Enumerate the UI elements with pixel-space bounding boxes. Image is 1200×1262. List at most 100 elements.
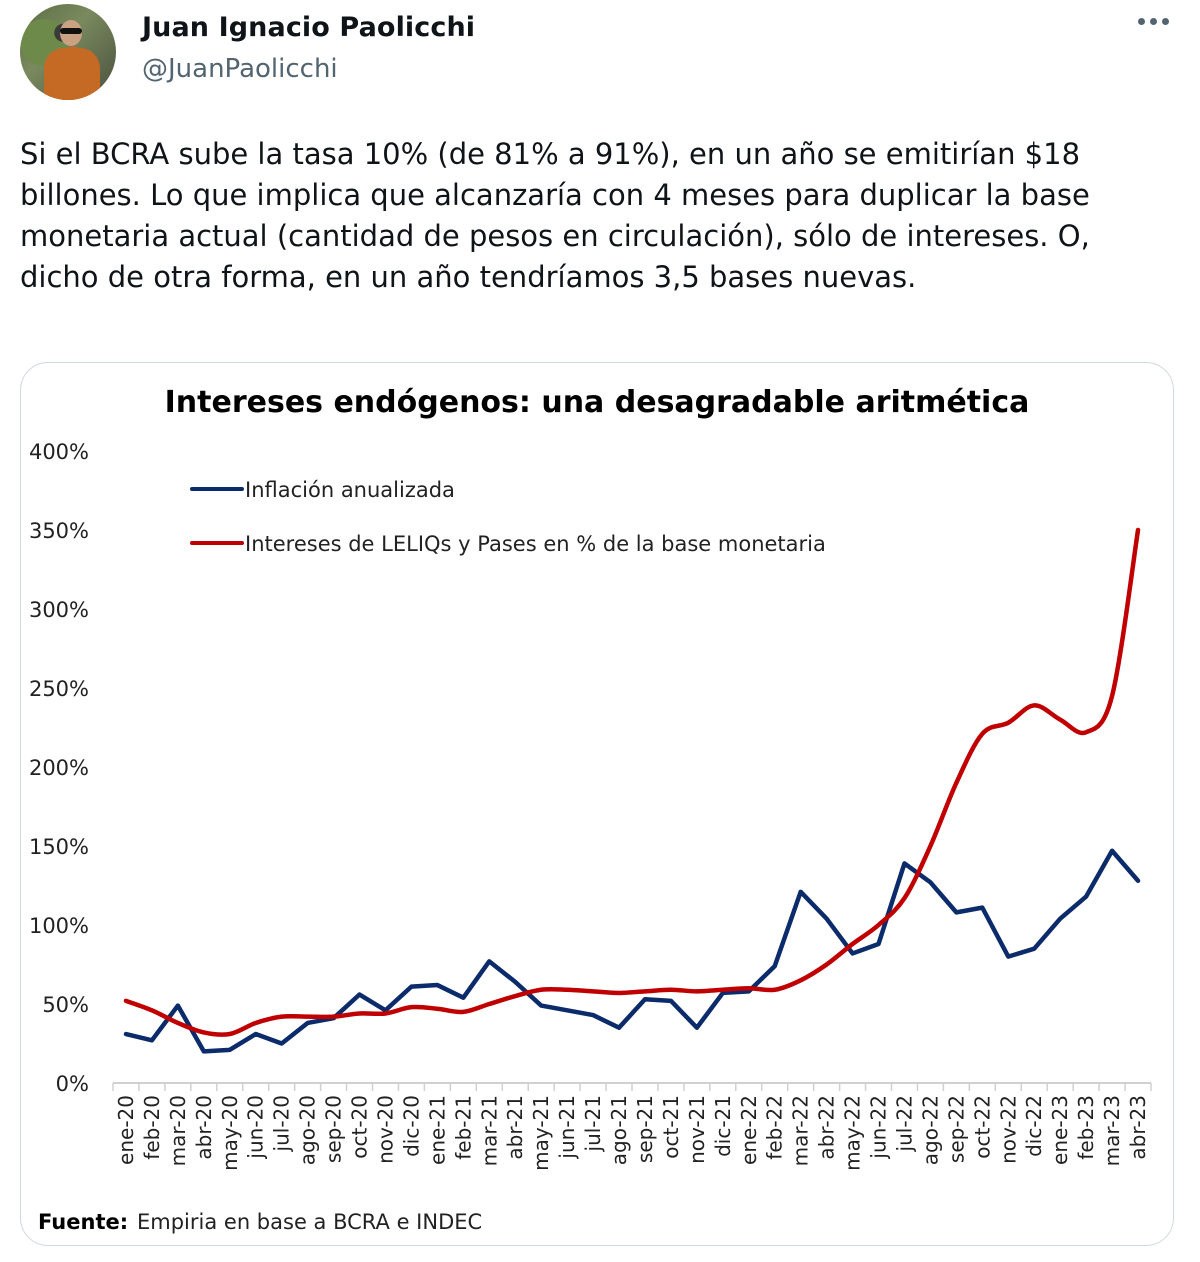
y-tick-label: 100% bbox=[29, 914, 89, 938]
y-tick-label: 200% bbox=[29, 756, 89, 780]
x-tick-label: mar-23 bbox=[1100, 1095, 1124, 1166]
chart-card[interactable] bbox=[20, 362, 1174, 1246]
x-tick-label: sep-22 bbox=[944, 1095, 968, 1163]
x-tick-label: ene-23 bbox=[1048, 1095, 1072, 1165]
point-inflation-jul-20 bbox=[280, 1042, 284, 1046]
point-interest-nov-21 bbox=[695, 989, 699, 993]
source-text: Empiria en base a BCRA e INDEC bbox=[137, 1210, 482, 1234]
point-interest-feb-23 bbox=[1084, 730, 1088, 734]
point-inflation-oct-22 bbox=[980, 906, 984, 910]
x-tick-label: feb-23 bbox=[1074, 1095, 1098, 1160]
y-tick-label: 150% bbox=[29, 835, 89, 859]
x-tick-label: jun-20 bbox=[244, 1095, 268, 1160]
x-tick-label: sep-20 bbox=[322, 1095, 346, 1163]
x-tick-label: feb-21 bbox=[451, 1095, 475, 1160]
x-tick-label: feb-22 bbox=[763, 1095, 787, 1160]
series-group bbox=[123, 527, 1141, 1054]
point-interest-feb-21 bbox=[461, 1010, 465, 1014]
point-inflation-sep-22 bbox=[954, 910, 958, 914]
point-inflation-dic-22 bbox=[1032, 947, 1036, 951]
point-interest-oct-21 bbox=[669, 988, 673, 992]
point-inflation-jul-22 bbox=[902, 861, 906, 865]
point-interest-mar-20 bbox=[176, 1021, 180, 1025]
point-interest-ago-21 bbox=[617, 991, 621, 995]
x-tick-label: mar-22 bbox=[789, 1095, 813, 1166]
x-tick-label: jul-22 bbox=[892, 1095, 916, 1152]
x-tick-label: ago-21 bbox=[607, 1095, 631, 1165]
x-tick-label: nov-22 bbox=[996, 1095, 1020, 1164]
tweet-text: Si el BCRA sube la tasa 10% (de 81% a 91… bbox=[20, 137, 1090, 294]
x-tick-label: mar-21 bbox=[477, 1095, 501, 1166]
x-tick-label: ago-22 bbox=[918, 1095, 942, 1165]
point-interest-dic-22 bbox=[1032, 703, 1036, 707]
point-interest-ene-21 bbox=[435, 1007, 439, 1011]
point-interest-mar-21 bbox=[487, 1002, 491, 1006]
point-inflation-abr-20 bbox=[202, 1049, 206, 1053]
point-inflation-ago-22 bbox=[928, 880, 932, 884]
point-inflation-jun-22 bbox=[877, 942, 881, 946]
y-tick-label: 300% bbox=[29, 598, 89, 622]
point-inflation-mar-20 bbox=[176, 1004, 180, 1008]
y-axis: 0% 50% 100% 150% 200% 250% 300% 350% 400% bbox=[29, 440, 89, 1096]
legend: Inflación anualizada Intereses de LELIQs… bbox=[190, 478, 826, 556]
point-inflation-ene-23 bbox=[1058, 917, 1062, 921]
x-tick-label: jul-21 bbox=[581, 1095, 605, 1152]
avatar-jacket bbox=[44, 48, 100, 100]
point-interest-abr-21 bbox=[513, 994, 517, 998]
x-tick-label: nov-20 bbox=[373, 1095, 397, 1164]
point-interest-may-21 bbox=[539, 988, 543, 992]
x-tick-label: may-21 bbox=[529, 1095, 553, 1171]
series-line-interest bbox=[123, 527, 1141, 1037]
x-tick-label: jun-21 bbox=[555, 1095, 579, 1160]
point-inflation-mar-21 bbox=[487, 959, 491, 963]
more-horizontal-icon bbox=[1150, 18, 1157, 25]
point-inflation-dic-20 bbox=[409, 985, 413, 989]
avatar-glasses bbox=[60, 28, 82, 34]
point-inflation-oct-20 bbox=[358, 993, 362, 997]
x-tick-label: ene-20 bbox=[114, 1095, 138, 1165]
point-inflation-jul-21 bbox=[591, 1013, 595, 1017]
point-interest-ene-20 bbox=[124, 999, 128, 1003]
point-interest-jul-21 bbox=[591, 989, 595, 993]
chart-title: Intereses endógenos: una desagradable ar… bbox=[165, 385, 1030, 420]
author-handle[interactable]: @JuanPaolicchi bbox=[142, 54, 338, 84]
point-inflation-ene-20 bbox=[124, 1032, 128, 1036]
x-tick-label: dic-20 bbox=[399, 1095, 423, 1157]
point-inflation-abr-23 bbox=[1136, 879, 1140, 883]
x-tick-label: abr-21 bbox=[503, 1095, 527, 1160]
point-interest-jun-21 bbox=[565, 988, 569, 992]
point-interest-abr-20 bbox=[202, 1030, 206, 1034]
x-tick-label: oct-21 bbox=[659, 1095, 683, 1159]
point-interest-ene-23 bbox=[1058, 718, 1062, 722]
point-inflation-abr-21 bbox=[513, 980, 517, 984]
point-interest-nov-22 bbox=[1006, 721, 1010, 725]
x-tick-label: ene-22 bbox=[737, 1095, 761, 1165]
point-interest-sep-20 bbox=[332, 1015, 336, 1019]
point-inflation-sep-21 bbox=[643, 997, 647, 1001]
series-line-inflation bbox=[123, 848, 1141, 1054]
point-inflation-ago-21 bbox=[617, 1026, 621, 1030]
point-interest-sep-21 bbox=[643, 989, 647, 993]
y-tick-label: 350% bbox=[29, 519, 89, 543]
x-tick-label: oct-20 bbox=[348, 1095, 372, 1159]
point-interest-may-22 bbox=[851, 942, 855, 946]
point-inflation-feb-21 bbox=[461, 996, 465, 1000]
x-tick-label: abr-23 bbox=[1126, 1095, 1150, 1160]
y-tick-label: 0% bbox=[56, 1072, 89, 1096]
point-interest-jul-22 bbox=[902, 896, 906, 900]
legend-label-interest: Intereses de LELIQs y Pases en % de la b… bbox=[245, 532, 826, 556]
point-interest-oct-20 bbox=[358, 1011, 362, 1015]
point-interest-mar-23 bbox=[1110, 694, 1114, 698]
point-inflation-ene-21 bbox=[435, 983, 439, 987]
author-name[interactable]: Juan Ignacio Paolicchi bbox=[142, 12, 476, 43]
point-inflation-jun-21 bbox=[565, 1008, 569, 1012]
point-interest-jun-20 bbox=[254, 1021, 258, 1025]
more-options-button[interactable] bbox=[1138, 18, 1169, 25]
point-interest-dic-21 bbox=[721, 988, 725, 992]
point-interest-may-20 bbox=[228, 1032, 232, 1036]
point-inflation-ago-20 bbox=[306, 1021, 310, 1025]
avatar[interactable] bbox=[20, 4, 116, 100]
x-tick-label: ene-21 bbox=[425, 1095, 449, 1165]
y-tick-label: 50% bbox=[42, 993, 89, 1017]
